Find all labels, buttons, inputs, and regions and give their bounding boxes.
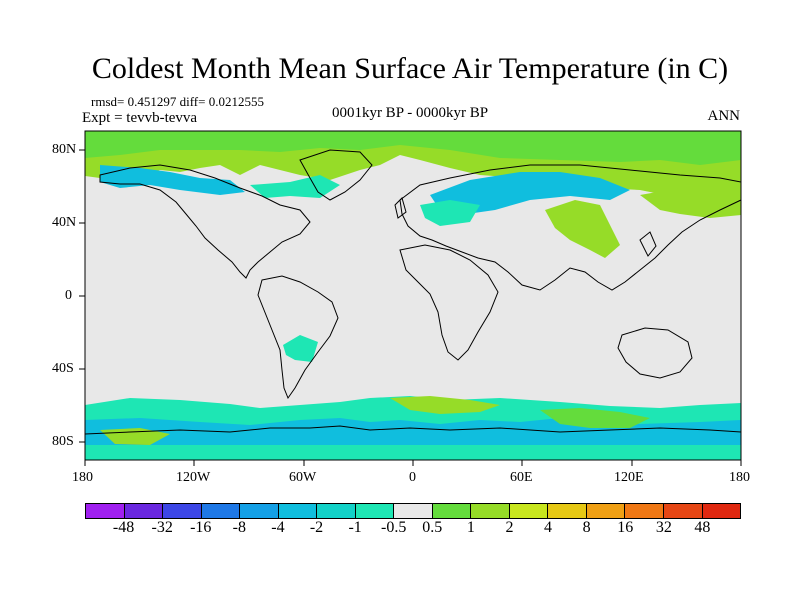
colorbar-label: -4	[271, 519, 285, 536]
colorbar-swatch	[471, 504, 510, 518]
colorbar-label: 8	[582, 519, 591, 536]
south-america-cool-region	[283, 335, 318, 362]
colorbar-label: 4	[544, 519, 553, 536]
colorbar	[85, 503, 741, 519]
colorbar-label: -48	[112, 519, 135, 536]
colorbar-label: -16	[190, 519, 212, 536]
colorbar-swatch	[509, 504, 549, 518]
colorbar-swatch	[201, 504, 241, 518]
lon-tick-label: 180	[729, 470, 750, 485]
greenland-outline	[299, 149, 373, 201]
colorbar-swatch	[278, 504, 318, 518]
eurasia-teal-region	[420, 200, 480, 226]
colorbar-labels: -48 -32 -16 -8 -4 -2 -1 -0.5 0.5 1 2 4 8 16 32 48	[0, 519, 800, 543]
lon-tick-label: 60E	[510, 470, 533, 485]
map-title: Coldest Month Mean Surface Air Temperatu…	[91, 52, 729, 85]
eurasia-outline	[399, 164, 742, 291]
colorbar-swatch	[586, 504, 626, 518]
antarctic-green-region	[540, 408, 650, 428]
lon-tick-label: 60W	[289, 470, 317, 485]
colorbar-swatch	[86, 504, 125, 518]
colorbar-swatch	[663, 504, 703, 518]
north-america-teal-region	[250, 175, 340, 198]
south-america-outline	[257, 275, 339, 400]
colorbar-label: -1	[348, 519, 362, 536]
period-label: 0001kyr BP - 0000kyr BP	[331, 105, 489, 121]
colorbar-label: 1	[466, 519, 475, 536]
japan-outline	[639, 231, 657, 257]
lon-tick-label: 180	[72, 470, 93, 485]
coastlines	[84, 149, 742, 435]
lon-tick-label: 0	[409, 470, 416, 485]
colorbar-swatch	[394, 504, 433, 518]
africa-outline	[399, 244, 499, 361]
colorbar-swatch	[355, 504, 395, 518]
siberia-warm-region	[640, 180, 741, 218]
colorbar-label: 48	[694, 519, 711, 536]
colorbar-swatch	[124, 504, 164, 518]
uk-outline	[394, 197, 407, 219]
stats-text: rmsd= 0.451297 diff= 0.0212555	[91, 94, 264, 109]
lon-tick-label: 120E	[614, 470, 644, 485]
colorbar-swatch	[702, 504, 741, 518]
map-panel	[79, 130, 742, 466]
colorbar-label: 2	[505, 519, 514, 536]
colorbar-label: 32	[655, 519, 672, 536]
lat-tick-label: 80S	[52, 434, 74, 449]
colorbar-swatch	[548, 504, 587, 518]
antarctica-outline	[84, 425, 742, 435]
colorbar-swatch	[625, 504, 664, 518]
lat-tick-label: 40N	[52, 215, 77, 230]
east-asia-warm-region	[545, 200, 620, 258]
season-label: ANN	[707, 108, 741, 124]
colorbar-label: -2	[309, 519, 324, 536]
colorbar-label: 0.5	[422, 519, 443, 536]
eurasia-cool-region	[430, 172, 630, 215]
colorbar-swatch	[317, 504, 356, 518]
north-america-outline	[99, 164, 311, 279]
lat-tick-label: 40S	[52, 361, 74, 376]
experiment-label: Expt = tevvb-tevva	[82, 110, 198, 126]
colorbar-label: -0.5	[381, 519, 407, 536]
colorbar-swatch	[432, 504, 472, 518]
lon-tick-label: 120W	[176, 470, 211, 485]
lat-tick-label: 0	[65, 288, 72, 303]
colorbar-label: -32	[151, 519, 173, 536]
colorbar-swatch	[163, 504, 202, 518]
colorbar-swatch	[240, 504, 279, 518]
antarctic-warm-region	[390, 396, 500, 414]
colorbar-label: 16	[617, 519, 634, 536]
arctic-green-region	[85, 131, 741, 165]
lat-tick-label: 80N	[52, 142, 77, 157]
tick-marks	[79, 149, 742, 466]
australia-outline	[617, 327, 693, 379]
colorbar-label: -8	[232, 519, 247, 536]
north-america-cool-region	[100, 165, 245, 195]
